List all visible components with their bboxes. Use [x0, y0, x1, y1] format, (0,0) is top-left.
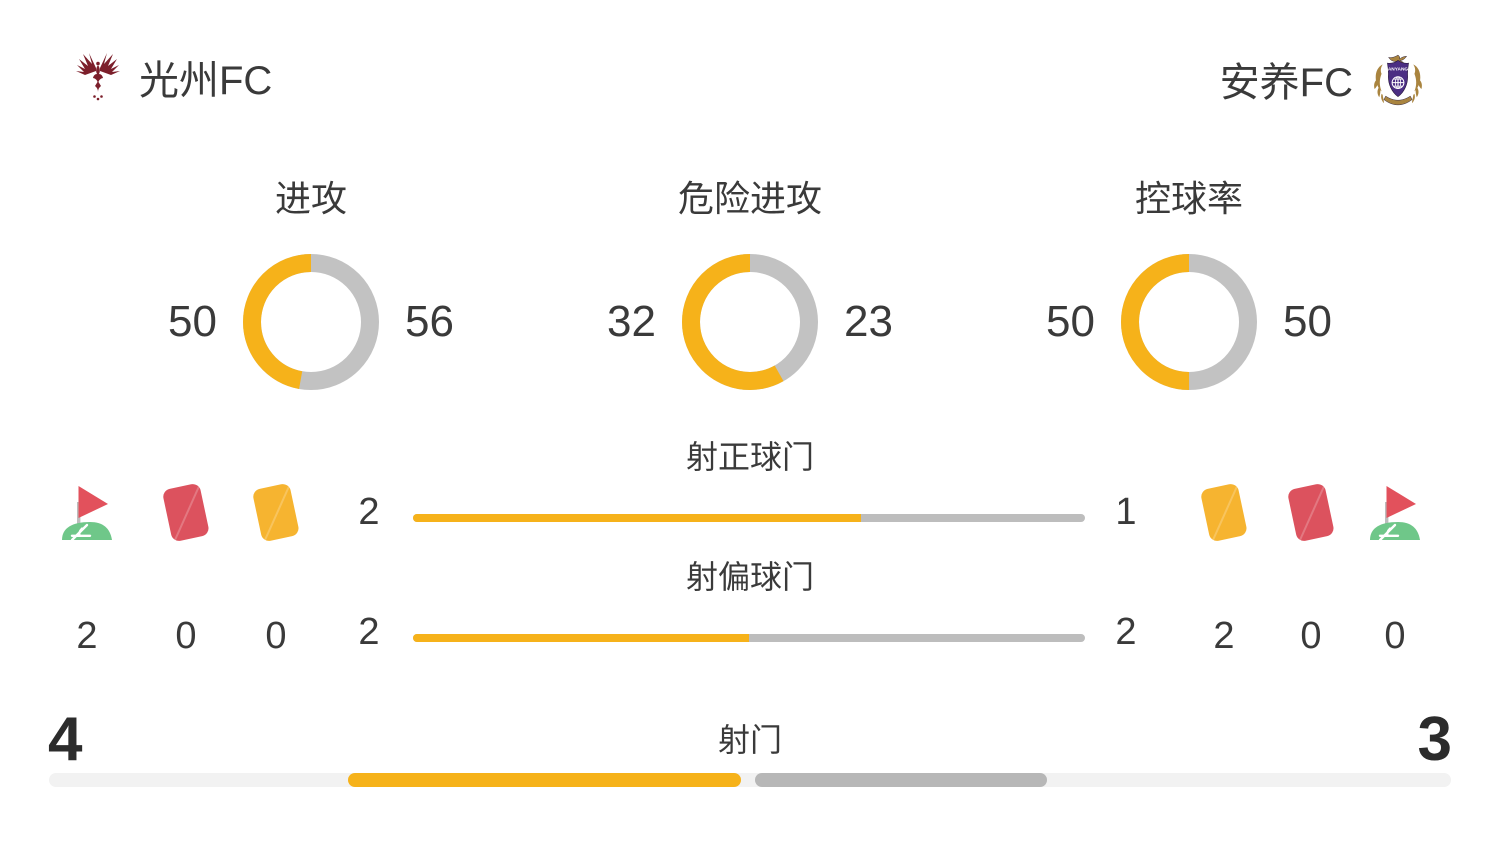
svg-text:ANYANG: ANYANG: [1388, 67, 1409, 73]
